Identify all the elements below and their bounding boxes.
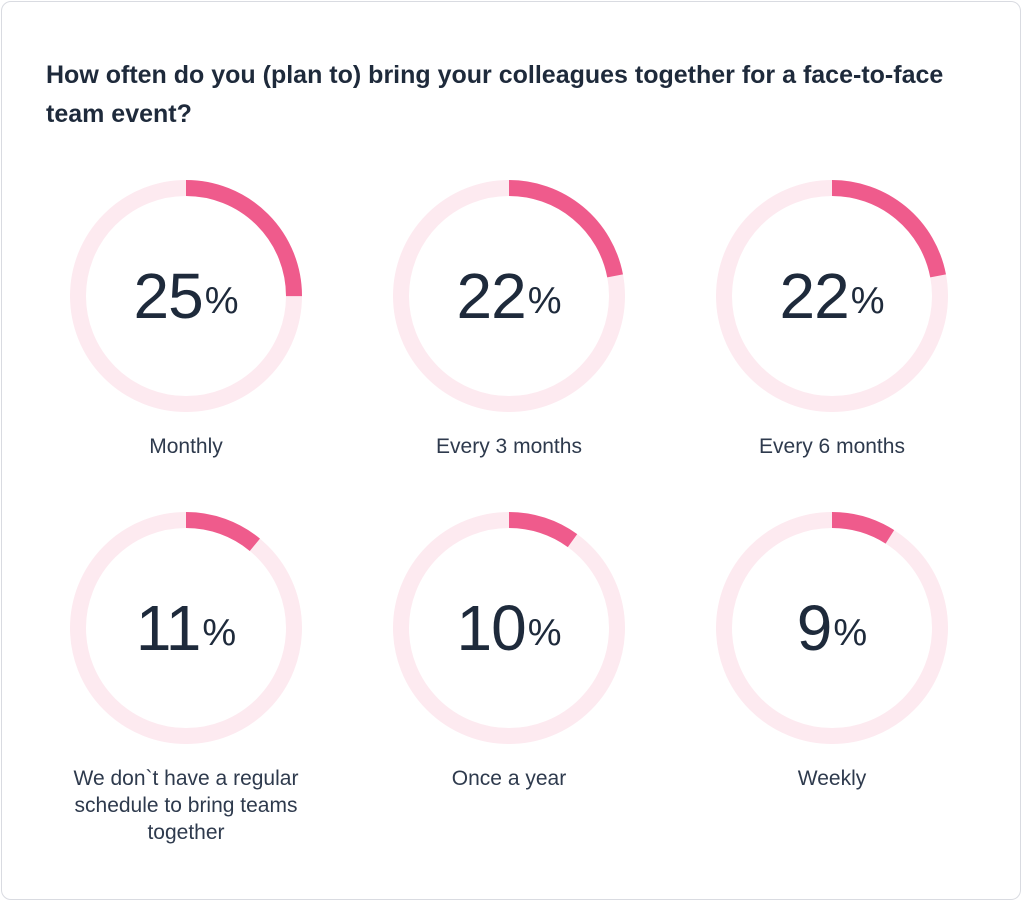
category-label: Every 6 months bbox=[759, 435, 905, 458]
chart-title: How often do you (plan to) bring your co… bbox=[46, 61, 944, 128]
category-label: Once a year bbox=[451, 767, 567, 790]
donut-value-arc bbox=[393, 180, 625, 412]
percentage-display: 22% bbox=[712, 176, 952, 416]
percentage-sign: % bbox=[527, 611, 562, 654]
donut-value-arc bbox=[716, 512, 948, 744]
donut-ring bbox=[70, 180, 302, 412]
category-label: Weekly bbox=[797, 767, 867, 790]
donut-value-arc bbox=[393, 512, 625, 744]
category-label: We don`t have a regular schedule to brin… bbox=[73, 767, 299, 844]
percentage-sign: % bbox=[527, 279, 562, 322]
donut-ring bbox=[70, 512, 302, 744]
donut-value-arc bbox=[70, 180, 302, 412]
donut-ring bbox=[716, 180, 948, 412]
donut-value-arc bbox=[716, 180, 948, 412]
percentage-display: 25% bbox=[66, 176, 306, 416]
percentage-value: 9 bbox=[796, 592, 833, 664]
percentage-sign: % bbox=[202, 611, 237, 654]
donut-ring bbox=[393, 512, 625, 744]
percentage-sign: % bbox=[833, 611, 868, 654]
percentage-value: 11 bbox=[135, 592, 201, 664]
percentage-sign: % bbox=[204, 279, 239, 322]
donut-ring bbox=[393, 180, 625, 412]
percentage-value: 22 bbox=[456, 260, 527, 332]
category-label: Monthly bbox=[149, 435, 223, 458]
percentage-sign: % bbox=[850, 279, 885, 322]
percentage-display: 9% bbox=[712, 508, 952, 748]
percentage-value: 25 bbox=[133, 260, 204, 332]
percentage-value: 22 bbox=[779, 260, 850, 332]
percentage-display: 10% bbox=[389, 508, 629, 748]
percentage-display: 11% bbox=[66, 508, 306, 748]
category-label: Every 3 months bbox=[436, 435, 582, 458]
percentage-value: 10 bbox=[456, 592, 527, 664]
donut-value-arc bbox=[70, 512, 302, 744]
percentage-display: 22% bbox=[389, 176, 629, 416]
donut-ring bbox=[716, 512, 948, 744]
